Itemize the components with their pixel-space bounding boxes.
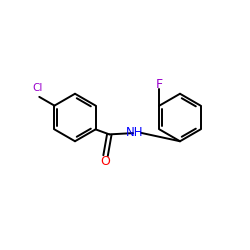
Text: Cl: Cl: [33, 83, 43, 93]
Text: O: O: [101, 156, 110, 168]
Text: F: F: [156, 78, 163, 91]
Text: NH: NH: [126, 126, 143, 139]
